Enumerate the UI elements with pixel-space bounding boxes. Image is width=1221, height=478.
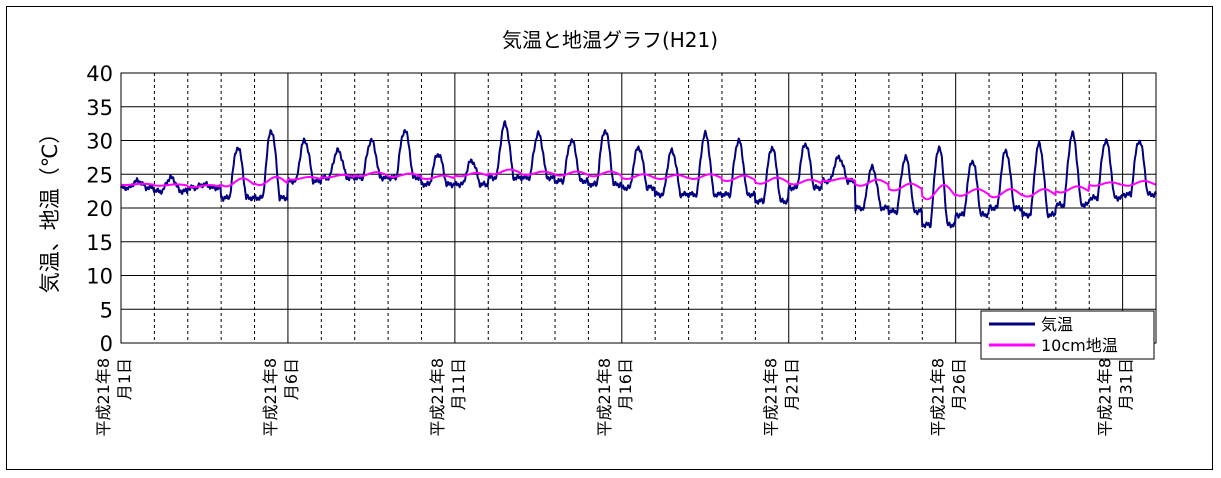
x-category-label-line1: 平成21年8	[762, 358, 781, 437]
x-category-label-line2: 月21日	[783, 358, 802, 410]
x-category-label-line2: 月6日	[282, 358, 301, 400]
series-layer	[120, 120, 1157, 229]
x-category-label-line1: 平成21年8	[94, 358, 113, 437]
x-category-label-line1: 平成21年8	[595, 358, 614, 437]
y-tick-label: 35	[86, 96, 113, 120]
y-tick-label: 20	[86, 197, 113, 221]
x-category-label-line1: 平成21年8	[929, 358, 948, 437]
y-tick-label: 5	[100, 298, 113, 322]
x-category-label-line2: 月26日	[950, 358, 969, 410]
legend-label-soil-temp: 10cm地温	[1041, 336, 1118, 355]
y-tick-label: 0	[100, 332, 113, 356]
legend: 気温 10cm地温	[980, 310, 1155, 360]
y-tick-label: 25	[86, 163, 113, 187]
chart: 気温と地温グラフ(H21) 気温、地温（℃） 0510152025303540 …	[38, 28, 1157, 437]
y-tick-label: 10	[86, 265, 113, 289]
x-category-label-line1: 平成21年8	[1096, 358, 1115, 437]
x-category-label-line1: 平成21年8	[261, 358, 280, 437]
legend-box	[980, 310, 1155, 360]
x-category-label-line1: 平成21年8	[428, 358, 447, 437]
y-tick-label: 30	[86, 130, 113, 154]
x-category-label-line2: 月11日	[449, 358, 468, 410]
x-category-label-line2: 月16日	[616, 358, 635, 410]
grid	[121, 73, 1156, 343]
legend-label-air-temp: 気温	[1041, 315, 1073, 334]
plot-border	[120, 72, 1157, 344]
chart-title: 気温と地温グラフ(H21)	[502, 28, 718, 52]
x-category-label-line2: 月31日	[1117, 358, 1136, 410]
y-axis-title: 気温、地温（℃）	[38, 123, 62, 294]
y-tick-labels: 0 5 10 15 20 25 30 35 40	[86, 62, 113, 356]
x-category-labels: 平成21年8 月1日 平成21年8 月6日 平成21年8 月11日 平成21年8 月16日 平成…	[94, 358, 1136, 437]
y-tick-label: 40	[86, 62, 113, 86]
chart-frame: 気温と地温グラフ(H21) 気温、地温（℃） 0 5 10 15 20 25 30 35 40 …	[6, 6, 1213, 470]
soil-temp-line	[120, 168, 1157, 201]
air-temp-line	[120, 120, 1157, 229]
x-category-label-line2: 月1日	[115, 358, 134, 400]
y-tick-label: 15	[86, 231, 113, 255]
